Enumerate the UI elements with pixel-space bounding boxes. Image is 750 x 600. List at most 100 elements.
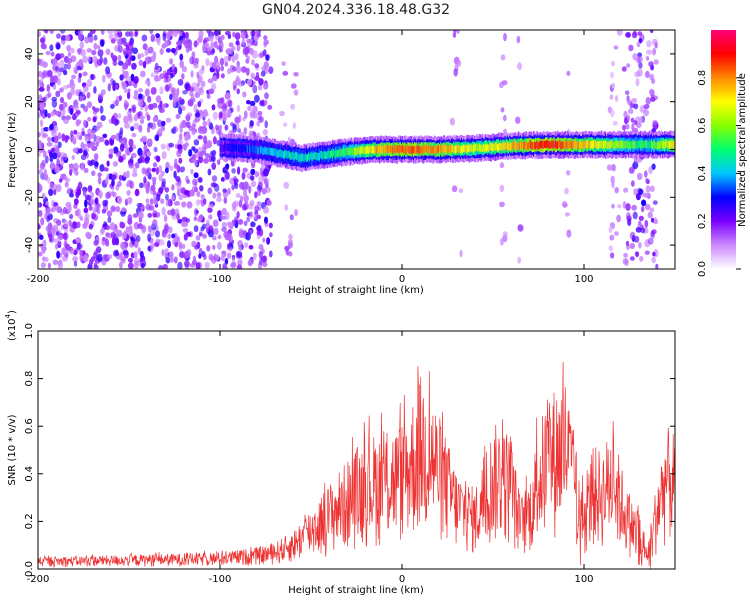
spectrogram-noise-cell [88,205,93,211]
spectrogram-ridge-cell [352,148,355,156]
spectrogram-ridge-cell [585,140,587,148]
spectrogram-noise-cell [118,95,123,101]
spectrogram-noise-cell [564,212,571,217]
spectrogram-noise-cell [132,32,136,37]
spectrogram-ridge-cell [661,140,664,148]
spectrogram-noise-cell [231,54,236,63]
spectrogram-noise-cell [111,134,116,140]
spectrogram-noise-cell [141,150,146,158]
spectrogram-ridge-cell [225,143,227,151]
spectrogram-ridge-cell [332,151,334,159]
spectrogram-noise-cell [80,103,86,109]
spectrogram-ridge-cell [398,145,401,153]
spectrogram-noise-cell [48,188,54,197]
spectrogram-ridge-cell [571,141,573,150]
spectrogram-ridge-cell [663,141,665,149]
spectrogram-noise-cell [242,91,247,98]
spectrogram-ridge-cell [255,144,258,153]
spectrogram-noise-cell [127,48,133,55]
spectrogram-noise-cell [259,257,263,266]
spectrogram-noise-cell [71,155,75,160]
spectrogram-noise-cell [243,181,250,190]
spectrogram-noise-cell [162,32,167,42]
spectrogram-noise-cell [503,32,507,42]
spectrogram-noise-cell [608,225,613,234]
spectrogram-ridge-cell [509,142,511,151]
spectrogram-noise-cell [180,220,185,228]
spectrogram-noise-cell [167,233,172,240]
spectrogram-noise-cell [93,153,99,160]
spectrogram-noise-cell [198,30,204,38]
spectrogram-noise-cell [38,210,43,217]
spectrogram-ridge-cell [226,143,228,152]
spectrogram-noise-cell [49,184,55,190]
spectrogram-ridge-cell [262,147,264,156]
spectrogram-noise-cell [177,79,184,86]
spectrogram-noise-cell [43,127,50,132]
spectrogram-noise-cell [245,58,250,64]
spectrogram-ridge-cell [412,145,415,154]
spectrogram-noise-cell [256,201,262,206]
spectrogram-ridge-cell [470,144,473,153]
spectrogram-noise-cell [215,254,220,261]
spectrogram-noise-cell [107,83,112,92]
spectrogram-ridge-cell [377,145,380,154]
spectrogram-ridge-cell [368,146,370,155]
spectrogram-noise-cell [184,251,191,259]
spectrogram-noise-cell [50,51,55,57]
spectrogram-noise-cell [119,222,126,229]
spectrogram-noise-cell [117,180,122,187]
spectrogram-noise-cell [451,185,458,193]
spectrogram-ridge-cell [390,145,392,153]
spectrogram-ridge-cell [559,140,561,148]
spectrogram-ridge-cell [329,150,332,159]
spectrogram-noise-cell [206,245,211,252]
spectrogram-ridge-cell [423,145,426,154]
spectrogram-ridge-cell [602,140,605,149]
spectrogram-noise-cell [267,104,273,110]
spectrogram-noise-cell [49,75,54,84]
spectrogram-noise-cell [95,125,100,131]
spectrogram-noise-cell [221,227,227,232]
spectrogram-noise-cell [69,108,74,116]
spectrogram-ridge-cell [315,152,318,160]
spectrogram-ridge-cell [364,146,367,154]
snr-y-scale: (x104) [4,310,18,341]
spectrogram-noise-cell [107,30,114,35]
spectrogram-ridge-cell [243,144,246,152]
spectrogram-ridge-cell [554,140,557,148]
spectrogram-noise-cell [47,262,52,269]
spectrogram-ridge-cell [261,145,263,154]
spectrogram-noise-cell [258,52,265,59]
spectrogram-noise-cell [166,68,171,76]
spectrogram-ridge-cell [244,145,247,153]
spectrogram-ridge-cell [388,145,391,153]
spectrogram-noise-cell [117,30,122,33]
spectrogram-noise-cell [227,243,231,250]
spectrogram-noise-cell [41,192,46,200]
spectrogram-noise-cell [643,104,650,110]
spectrogram-ridge-cell [513,141,515,149]
spectrogram-ridge-cell [265,147,268,156]
spectrogram-noise-cell [189,56,194,65]
spectrogram-y-label: Frequency (Hz) [7,112,18,188]
spectrogram-ridge-cell [504,141,507,150]
spectrogram-ridge-cell [411,146,414,155]
spectrogram-noise-cell [61,247,67,256]
spectrogram-noise-cell [630,117,635,123]
spectrogram-ridge-cell [372,145,375,153]
spectrogram-noise-cell [138,87,143,93]
spectrogram-noise-cell [648,61,654,67]
spectrogram-noise-cell [283,122,288,127]
spectrogram-noise-cell [73,260,78,267]
spectrogram-noise-cell [236,104,240,113]
spectrogram-noise-cell [121,207,127,213]
spectrogram-ridge-cell [231,144,234,152]
spectrogram-ridge-cell [671,140,674,148]
spectrogram-noise-cell [213,30,220,36]
spectrogram-noise-cell [168,83,172,89]
spectrogram-ridge-cell [569,140,571,148]
spectrogram-ridge-cell [498,143,500,152]
spectrogram-noise-cell [216,71,220,79]
spectrogram-noise-cell [224,92,231,100]
